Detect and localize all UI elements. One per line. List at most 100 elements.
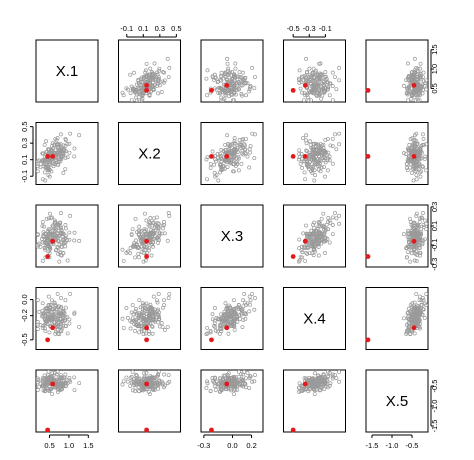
panel-frame	[200, 204, 264, 268]
panel-frame	[365, 39, 429, 103]
data-point	[150, 324, 155, 329]
data-point	[330, 98, 335, 103]
data-point	[328, 143, 333, 148]
data-point	[219, 312, 224, 317]
panel-frame	[283, 39, 346, 103]
data-point	[68, 213, 73, 218]
data-point	[303, 177, 308, 182]
data-point	[409, 314, 414, 318]
data-point	[330, 215, 335, 220]
data-point	[239, 372, 244, 377]
data-point	[147, 308, 152, 313]
data-point	[231, 162, 236, 167]
data-point	[225, 56, 230, 61]
data-point	[320, 151, 325, 156]
highlighted-point	[144, 337, 150, 343]
data-point	[47, 174, 52, 179]
data-point	[312, 225, 317, 230]
data-point	[205, 155, 210, 160]
data-point	[141, 91, 146, 96]
data-point	[243, 316, 248, 321]
data-point	[247, 294, 252, 299]
data-point	[210, 317, 215, 322]
data-point	[223, 318, 228, 323]
data-point	[297, 148, 302, 153]
data-point	[210, 149, 215, 154]
data-point	[136, 77, 141, 82]
data-point	[72, 154, 77, 159]
data-point	[326, 227, 330, 232]
data-point	[213, 387, 218, 392]
data-point	[240, 148, 245, 153]
data-point	[64, 233, 69, 238]
data-point	[213, 86, 217, 91]
data-point	[412, 143, 417, 148]
data-point	[147, 93, 152, 98]
data-point	[308, 89, 312, 94]
data-point	[417, 314, 422, 318]
tick-label: -1.0	[430, 400, 439, 413]
data-point	[405, 168, 410, 173]
data-point	[231, 169, 236, 174]
data-point	[235, 83, 240, 88]
data-point	[62, 381, 67, 386]
data-point	[401, 232, 406, 237]
tick-label: -0.5	[430, 380, 439, 393]
data-point	[233, 150, 238, 155]
data-point	[419, 215, 424, 220]
data-point	[230, 92, 235, 97]
data-point	[225, 133, 230, 138]
data-point	[244, 137, 248, 141]
data-point	[417, 93, 422, 98]
data-point	[56, 162, 61, 167]
data-point	[299, 248, 304, 253]
data-point	[321, 80, 326, 85]
data-point	[420, 150, 424, 155]
data-point	[406, 74, 411, 79]
data-point	[147, 236, 152, 241]
highlighted-point	[411, 153, 417, 159]
data-point	[139, 384, 144, 389]
data-point	[419, 298, 424, 303]
y-axis-right-X.5: -1.5 -1.0 -0.5	[430, 380, 439, 433]
data-point	[252, 86, 257, 91]
data-point	[300, 165, 305, 170]
data-point	[212, 321, 217, 326]
data-point	[407, 86, 411, 91]
data-point	[155, 221, 160, 226]
data-point	[162, 327, 167, 332]
highlighted-point	[50, 238, 56, 244]
data-point	[296, 259, 301, 264]
data-point	[414, 211, 419, 216]
data-point	[35, 378, 40, 382]
data-point	[297, 246, 302, 251]
data-point	[417, 318, 422, 322]
data-point	[241, 372, 245, 377]
data-point	[161, 80, 166, 85]
data-point	[238, 75, 243, 80]
data-point	[248, 150, 252, 155]
data-point	[239, 311, 244, 316]
data-point	[407, 235, 412, 240]
data-point	[58, 316, 63, 321]
data-point	[337, 369, 342, 374]
highlighted-point	[209, 87, 214, 93]
data-point	[130, 369, 135, 374]
data-point	[68, 131, 73, 136]
data-point	[330, 223, 335, 227]
highlighted-point	[411, 325, 417, 331]
data-point	[124, 306, 129, 310]
data-point	[63, 372, 68, 377]
data-point	[305, 159, 310, 164]
data-point	[422, 156, 427, 161]
data-point	[142, 371, 146, 376]
data-point	[35, 322, 40, 327]
data-point	[47, 167, 52, 172]
data-point	[226, 66, 231, 71]
highlighted-point	[144, 325, 150, 331]
data-point	[151, 216, 156, 221]
data-point	[414, 258, 419, 263]
data-point	[312, 220, 317, 225]
data-point	[311, 164, 315, 169]
data-point	[407, 245, 411, 250]
